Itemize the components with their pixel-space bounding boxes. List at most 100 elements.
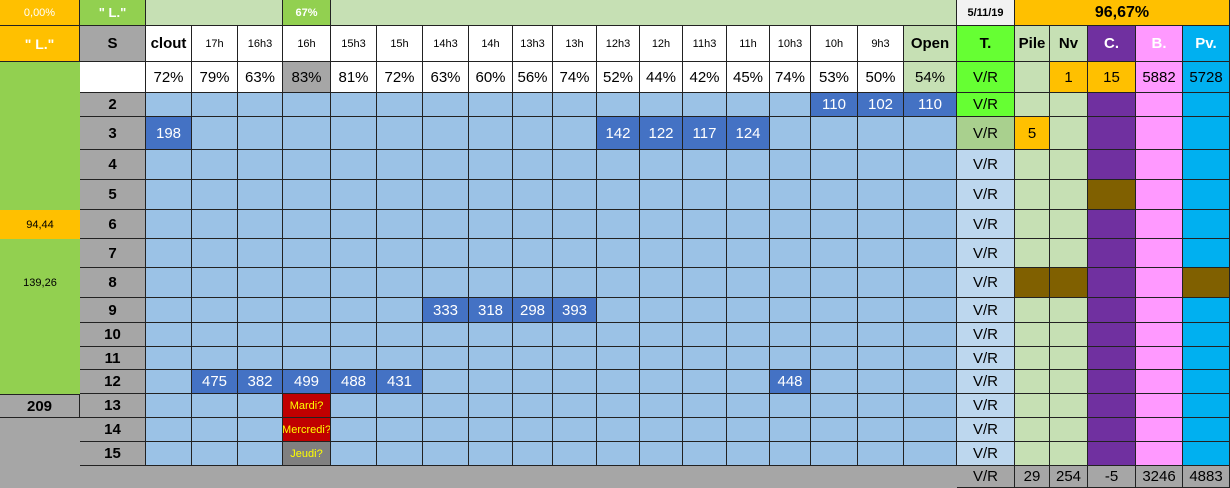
column-header: 15h3 xyxy=(331,26,377,62)
grid-cell xyxy=(469,150,513,180)
status-cell: V/R xyxy=(957,370,1015,394)
grid-cell xyxy=(331,418,377,442)
pile-cell xyxy=(1015,394,1050,418)
value-cell: 110 xyxy=(904,93,957,117)
value-cell: 488 xyxy=(331,370,377,394)
grid-cell xyxy=(597,298,640,323)
percent-cell: 42% xyxy=(683,62,727,93)
grid-cell xyxy=(513,442,553,466)
grid-cell xyxy=(423,210,469,239)
pile-cell xyxy=(1015,268,1050,298)
grid-cell xyxy=(513,210,553,239)
grid-cell xyxy=(238,117,283,150)
grid-cell xyxy=(553,180,597,210)
grid-cell xyxy=(423,268,469,298)
grid-cell xyxy=(858,370,904,394)
grid-cell xyxy=(770,239,811,268)
grid-cell xyxy=(377,418,423,442)
column-header: clout xyxy=(146,26,192,62)
percent-cell: 81% xyxy=(331,62,377,93)
grid-cell xyxy=(423,418,469,442)
grid-cell xyxy=(770,93,811,117)
note-cell: Mercredi? xyxy=(283,418,331,442)
grid-cell xyxy=(331,268,377,298)
side-total: 209 xyxy=(0,394,80,418)
grid-cell xyxy=(553,150,597,180)
grid-cell xyxy=(683,370,727,394)
grid-cell xyxy=(904,298,957,323)
nv-cell xyxy=(1050,298,1088,323)
nv-cell xyxy=(1050,323,1088,347)
status-cell: V/R xyxy=(957,93,1015,117)
grid-cell xyxy=(597,394,640,418)
grid-cell xyxy=(770,210,811,239)
grid-cell xyxy=(377,347,423,370)
grid-cell xyxy=(811,347,858,370)
status-cell: V/R xyxy=(957,418,1015,442)
grid-cell xyxy=(377,93,423,117)
grid-cell xyxy=(331,347,377,370)
grid-cell xyxy=(283,210,331,239)
value-cell: 499 xyxy=(283,370,331,394)
pile-cell xyxy=(1015,210,1050,239)
row-label: 11 xyxy=(80,347,146,370)
value-cell: 198 xyxy=(146,117,192,150)
grid-cell xyxy=(811,150,858,180)
pv-cell xyxy=(1183,323,1230,347)
percent-cell: 63% xyxy=(423,62,469,93)
percent-cell: 74% xyxy=(770,62,811,93)
grid-cell xyxy=(811,210,858,239)
grid-cell xyxy=(238,268,283,298)
pile-cell: 5 xyxy=(1015,117,1050,150)
pv-cell xyxy=(1183,117,1230,150)
percent-cell: 44% xyxy=(640,62,683,93)
grid-cell xyxy=(238,180,283,210)
grid-cell xyxy=(858,268,904,298)
value-cell: 448 xyxy=(770,370,811,394)
row-label: 8 xyxy=(80,268,146,298)
c-cell xyxy=(1088,268,1136,298)
value-cell: 382 xyxy=(238,370,283,394)
total-cell: 4883 xyxy=(1183,466,1230,488)
grid-cell xyxy=(192,210,238,239)
nv-cell xyxy=(1050,370,1088,394)
top-band xyxy=(331,0,957,26)
nv-cell xyxy=(1050,347,1088,370)
pv-cell xyxy=(1183,418,1230,442)
side-cell xyxy=(0,298,80,323)
grid-cell xyxy=(858,150,904,180)
c-cell xyxy=(1088,298,1136,323)
value-cell: 110 xyxy=(811,93,858,117)
side-cell xyxy=(0,323,80,347)
grid-cell xyxy=(146,418,192,442)
grid-cell xyxy=(423,239,469,268)
note-cell: Mardi? xyxy=(283,394,331,418)
nv-cell xyxy=(1050,418,1088,442)
row-label: 14 xyxy=(80,418,146,442)
nv-cell xyxy=(1050,180,1088,210)
row-label: 4 xyxy=(80,150,146,180)
grid-cell xyxy=(770,117,811,150)
grid-cell xyxy=(640,442,683,466)
c-cell xyxy=(1088,180,1136,210)
grid-cell xyxy=(597,370,640,394)
column-header: C. xyxy=(1088,26,1136,62)
grid-cell xyxy=(192,150,238,180)
grid-cell xyxy=(858,347,904,370)
grid-cell xyxy=(640,210,683,239)
grid-cell xyxy=(146,180,192,210)
grid-cell xyxy=(904,323,957,347)
pile-cell xyxy=(1015,418,1050,442)
column-header: 10h3 xyxy=(770,26,811,62)
column-header: B. xyxy=(1136,26,1183,62)
grid-cell xyxy=(192,323,238,347)
grid-cell xyxy=(640,180,683,210)
grid-cell xyxy=(553,394,597,418)
grid-cell xyxy=(377,394,423,418)
grid-cell xyxy=(683,93,727,117)
total-cell: 254 xyxy=(1050,466,1088,488)
c-cell xyxy=(1088,150,1136,180)
grid-cell xyxy=(238,93,283,117)
total-cell: V/R xyxy=(957,466,1015,488)
b-cell xyxy=(1136,210,1183,239)
